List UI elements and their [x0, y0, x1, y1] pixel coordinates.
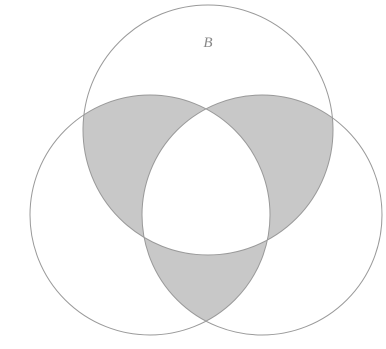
circle-b [82, 4, 334, 256]
circle-c [141, 94, 383, 336]
circle-label: B [203, 35, 212, 51]
circles [29, 4, 383, 336]
circle-a [29, 94, 271, 336]
